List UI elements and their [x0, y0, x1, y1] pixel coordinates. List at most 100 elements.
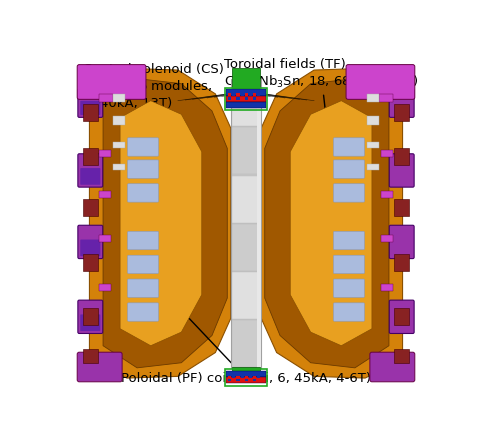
Bar [226, 102, 266, 108]
Bar [83, 309, 98, 325]
Bar [249, 97, 252, 100]
FancyBboxPatch shape [334, 138, 364, 156]
Bar [228, 376, 231, 378]
Bar [394, 309, 409, 325]
Bar [237, 379, 240, 381]
Bar [257, 376, 260, 378]
Bar [249, 376, 252, 378]
Bar [237, 97, 240, 100]
FancyBboxPatch shape [128, 303, 158, 321]
Polygon shape [89, 69, 231, 378]
Bar [83, 349, 98, 363]
Bar [257, 79, 261, 368]
Bar [237, 376, 240, 378]
Bar [249, 93, 252, 96]
Bar [83, 149, 98, 165]
FancyBboxPatch shape [334, 231, 364, 250]
FancyBboxPatch shape [78, 300, 103, 333]
Bar [99, 150, 111, 157]
Bar [232, 93, 236, 96]
Bar [83, 104, 98, 121]
Bar [367, 94, 379, 103]
FancyBboxPatch shape [389, 89, 414, 118]
FancyBboxPatch shape [128, 255, 158, 274]
Polygon shape [264, 79, 389, 368]
Polygon shape [290, 101, 372, 346]
Bar [232, 69, 260, 89]
Bar [232, 79, 260, 126]
FancyBboxPatch shape [370, 352, 415, 382]
Bar [113, 141, 125, 149]
FancyBboxPatch shape [78, 89, 103, 118]
Bar [240, 97, 244, 100]
Bar [394, 349, 409, 363]
Bar [232, 224, 260, 271]
Bar [99, 94, 113, 103]
Bar [231, 79, 261, 368]
Bar [232, 379, 236, 381]
Bar [226, 89, 266, 95]
FancyBboxPatch shape [77, 352, 122, 382]
Polygon shape [103, 79, 228, 368]
Bar [232, 127, 260, 174]
Bar [253, 376, 256, 378]
Bar [367, 164, 379, 171]
Bar [99, 191, 111, 198]
Bar [257, 93, 260, 96]
Bar [228, 379, 231, 381]
FancyBboxPatch shape [80, 314, 100, 331]
Text: Central solenoid (CS)
(Nb$_3$Sn, 6 modules,
    40kA, 13T): Central solenoid (CS) (Nb$_3$Sn, 6 modul… [83, 63, 224, 144]
FancyBboxPatch shape [128, 184, 158, 202]
Bar [257, 379, 260, 381]
Bar [253, 97, 256, 100]
FancyBboxPatch shape [346, 65, 415, 99]
FancyBboxPatch shape [78, 154, 103, 187]
Bar [225, 369, 267, 386]
Bar [240, 93, 244, 96]
FancyBboxPatch shape [334, 279, 364, 297]
Bar [99, 285, 111, 291]
Bar [232, 376, 236, 378]
FancyBboxPatch shape [389, 300, 414, 333]
Bar [367, 141, 379, 149]
Bar [249, 379, 252, 381]
Bar [240, 379, 244, 381]
FancyBboxPatch shape [128, 231, 158, 250]
FancyBboxPatch shape [128, 279, 158, 297]
FancyBboxPatch shape [80, 101, 100, 115]
FancyBboxPatch shape [77, 65, 146, 99]
FancyBboxPatch shape [334, 303, 364, 321]
Bar [113, 94, 125, 103]
Bar [257, 97, 260, 100]
Bar [228, 97, 231, 100]
Bar [381, 150, 393, 157]
Bar [381, 191, 393, 198]
Bar [245, 97, 248, 100]
FancyBboxPatch shape [334, 160, 364, 178]
Bar [379, 94, 393, 103]
Polygon shape [120, 101, 202, 346]
Bar [228, 93, 231, 96]
FancyBboxPatch shape [389, 154, 414, 187]
Text: Poloidal (PF) coil (NbTi, 6, 45kA, 4-6T): Poloidal (PF) coil (NbTi, 6, 45kA, 4-6T) [121, 278, 371, 385]
Bar [83, 254, 98, 271]
Bar [232, 97, 236, 100]
Bar [240, 376, 244, 378]
Bar [394, 254, 409, 271]
FancyBboxPatch shape [78, 225, 103, 259]
Bar [394, 199, 409, 217]
Bar [233, 88, 259, 95]
FancyBboxPatch shape [389, 225, 414, 259]
Bar [367, 116, 379, 125]
Bar [245, 379, 248, 381]
Bar [253, 93, 256, 96]
FancyBboxPatch shape [80, 168, 100, 185]
Polygon shape [287, 97, 375, 349]
Bar [237, 93, 240, 96]
Bar [245, 93, 248, 96]
Bar [226, 371, 266, 377]
Bar [245, 376, 248, 378]
Bar [232, 367, 260, 380]
Bar [232, 320, 260, 367]
FancyBboxPatch shape [80, 240, 100, 256]
